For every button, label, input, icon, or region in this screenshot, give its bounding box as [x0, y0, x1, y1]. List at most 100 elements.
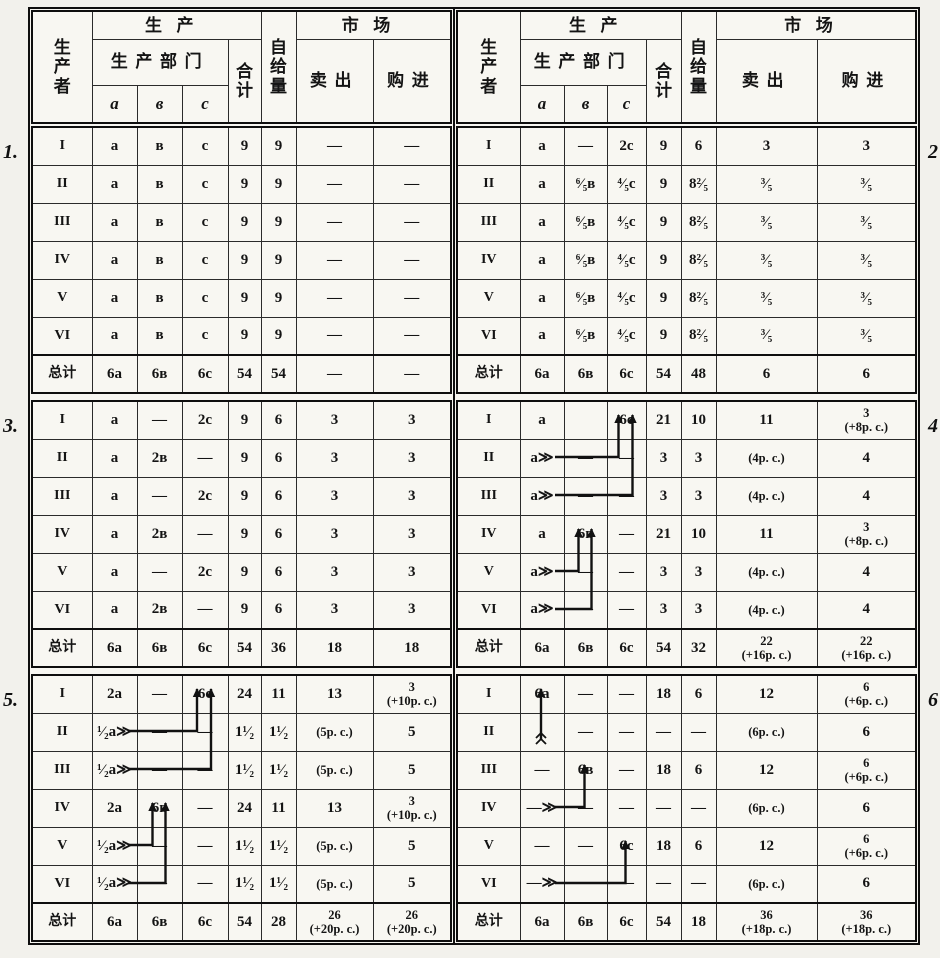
cell: —: [136, 674, 183, 714]
cell: 3: [295, 400, 374, 440]
cell: 9: [227, 202, 262, 242]
producer-label: 总计: [456, 354, 521, 394]
cell: ³⁄₅: [816, 316, 917, 356]
table-row: II a 2в —9 6 3 3: [31, 438, 452, 478]
cell: ³⁄₅: [715, 316, 818, 356]
cell: 5: [372, 750, 452, 790]
cell: 54: [645, 902, 682, 942]
table-row: VI a≫ — —3 3 (4p. c.) 4: [456, 590, 917, 630]
cell: 9: [260, 240, 297, 280]
header-sell: 卖出: [295, 38, 374, 124]
cell: 12: [715, 750, 818, 790]
cell: 1¹⁄₂: [227, 826, 262, 866]
total-row: 总计 6a 6в 6c 54 54— —: [31, 354, 452, 394]
cell: ¹⁄₂a≫: [91, 712, 138, 752]
cell: 54: [645, 354, 682, 394]
table-row: I 2a —6c 24 11 13 3 (+10p. c.): [31, 674, 452, 714]
producer-label: VI: [456, 864, 521, 904]
cell: 1¹⁄₂: [260, 864, 297, 904]
cell: —: [606, 552, 647, 592]
cell: 6в: [136, 354, 183, 394]
cell: a: [519, 278, 565, 318]
cell: 9: [227, 278, 262, 318]
cell: 3: [645, 590, 682, 630]
cell: ³⁄₅: [715, 164, 818, 204]
cell: 9: [260, 316, 297, 356]
cell: 12: [715, 674, 818, 714]
cell: 2c: [181, 476, 229, 516]
cell: —: [680, 864, 717, 904]
cell: 6a: [519, 628, 565, 668]
cell: —: [680, 712, 717, 752]
producer-label: III: [31, 476, 93, 516]
cell: ⁶⁄₅в: [563, 316, 608, 356]
cell: 3: [680, 438, 717, 478]
table-row: VI ¹⁄₂a≫ — —1¹⁄₂ 1¹⁄₂ (5p. c.) 5: [31, 864, 452, 904]
header-row: 生 产 者生产自 给 量市场: [456, 10, 917, 124]
cell: —: [181, 750, 229, 790]
cell: —: [295, 240, 374, 280]
cell: 4: [816, 476, 917, 516]
cell: 6: [260, 552, 297, 592]
producer-label: III: [456, 750, 521, 790]
cell: 6в: [563, 354, 608, 394]
producer-label: V: [456, 278, 521, 318]
subtable-number: 3.: [3, 415, 18, 437]
cell: a: [519, 202, 565, 242]
cell: c: [181, 164, 229, 204]
cell: 13: [295, 788, 374, 828]
cell: 3: [715, 126, 818, 166]
cell: ³⁄₅: [816, 164, 917, 204]
cell: 6a: [91, 628, 138, 668]
cell: 2c: [181, 400, 229, 440]
cell: 54: [227, 354, 262, 394]
cell: (5p. c.): [295, 750, 374, 790]
cell: (6p. c.): [715, 864, 818, 904]
cell: 1¹⁄₂: [260, 750, 297, 790]
cell: a: [91, 590, 138, 630]
cell: —: [606, 788, 647, 828]
cell: 11: [715, 400, 818, 440]
cell: 18: [645, 750, 682, 790]
cell: —: [372, 202, 452, 242]
data-table: I 6a — —18 6 12 6 (+6p. c.) II — — — — (6p. c.) 6 III —…: [456, 674, 917, 942]
table-row: I 6a — —18 6 12 6 (+6p. c.): [456, 674, 917, 714]
cell: 4: [816, 438, 917, 478]
cell: 24: [227, 674, 262, 714]
cell: 1¹⁄₂: [227, 750, 262, 790]
cell: 9: [260, 278, 297, 318]
cell: 9: [645, 278, 682, 318]
cell: a: [519, 126, 565, 166]
table-row: III —6в —18 6 12 6 (+6p. c.): [456, 750, 917, 790]
table-row: III a≫ — —3 3 (4p. c.) 4: [456, 476, 917, 516]
table-row: IV a в c 9 9— —: [31, 240, 452, 280]
cell: —: [136, 750, 183, 790]
cell: 3: [645, 476, 682, 516]
table-row: V — —6c 18 6 12 6 (+6p. c.): [456, 826, 917, 866]
cell: a: [91, 126, 138, 166]
cell: a: [519, 164, 565, 204]
header-production: 生产: [519, 10, 682, 40]
cell: 8²⁄₅: [680, 278, 717, 318]
producer-label: I: [31, 674, 93, 714]
cell: —: [680, 788, 717, 828]
cell: c: [181, 240, 229, 280]
producer-label: I: [456, 126, 521, 166]
cell: ³⁄₅: [715, 278, 818, 318]
producer-label: VI: [31, 590, 93, 630]
header-departments: 生产部门: [519, 38, 647, 86]
cell: 6: [260, 438, 297, 478]
cell: 9: [645, 316, 682, 356]
cell: c: [181, 126, 229, 166]
cell: —: [136, 826, 183, 866]
cell: 3: [295, 590, 374, 630]
header-dept-1: в: [563, 84, 608, 124]
header-departments: 生产部门: [91, 38, 229, 86]
cell: a: [91, 164, 138, 204]
cell: 2a: [91, 788, 138, 828]
cell: —: [372, 164, 452, 204]
